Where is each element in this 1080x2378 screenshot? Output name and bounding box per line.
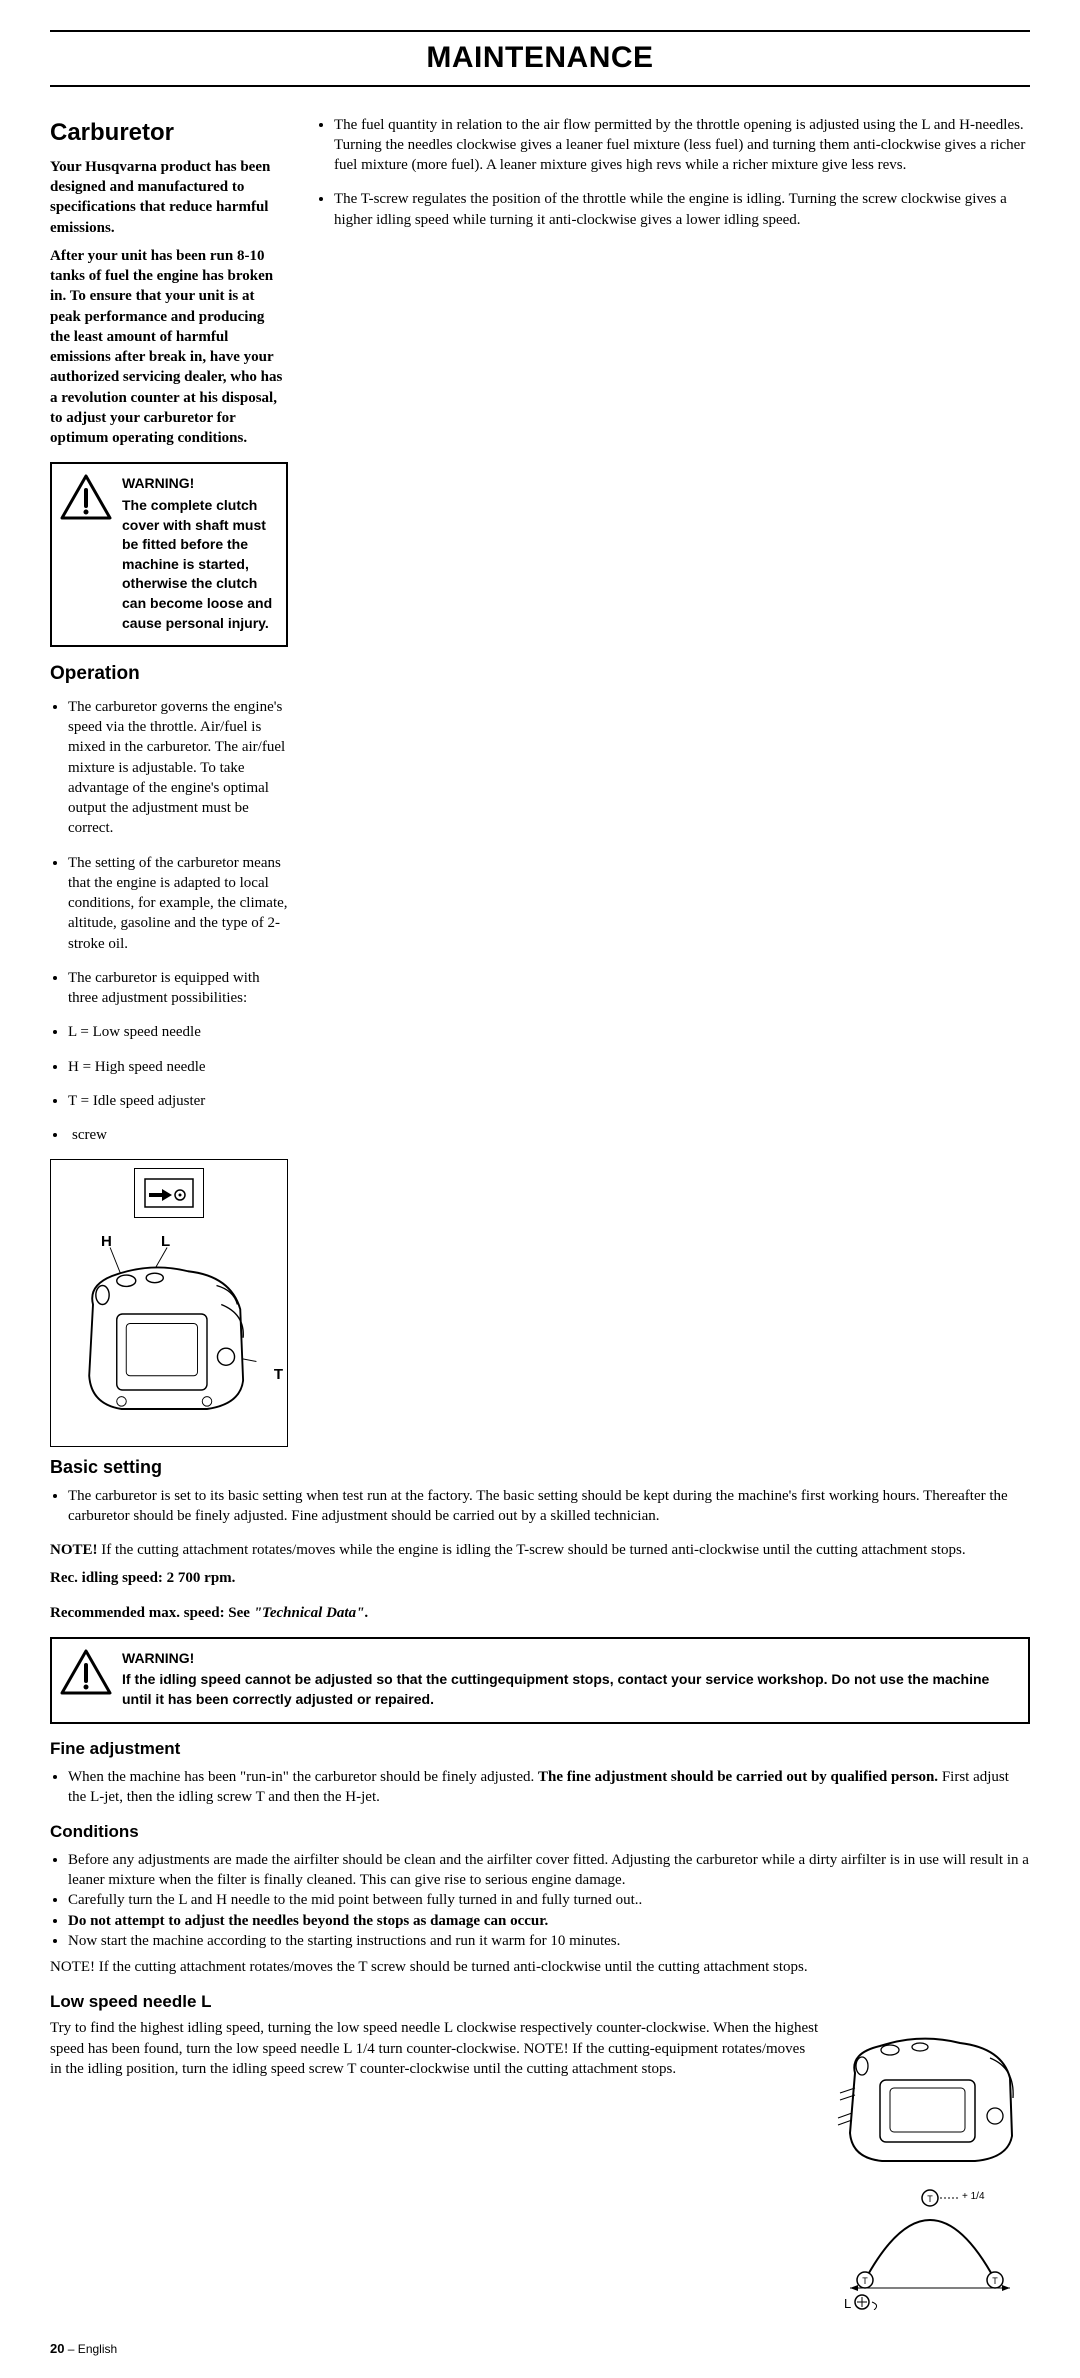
- op-bullet-1: The carburetor governs the engine's spee…: [68, 697, 288, 839]
- warning-box-2: WARNING! If the idling speed cannot be a…: [50, 1637, 1030, 1724]
- operation-heading: Operation: [50, 661, 288, 687]
- cond-b1: Before any adjustments are made the airf…: [68, 1850, 1030, 1891]
- decal-icon: [134, 1168, 204, 1218]
- cond-b2: Carefully turn the L and H needle to the…: [68, 1890, 1030, 1910]
- engine-diagram: H L T: [69, 1238, 269, 1438]
- warning-1-label: WARNING!: [122, 474, 274, 494]
- engine-diagram-small: [830, 2018, 1030, 2168]
- needle-H: H = High speed needle: [68, 1057, 288, 1077]
- low-speed-heading: Low speed needle L: [50, 1991, 1030, 2014]
- op-bullet-3-text: The carburetor is equipped with three ad…: [68, 970, 260, 1006]
- needle-T1: T = Idle speed adjuster: [68, 1091, 288, 1111]
- low-speed-diagrams: T T T + 1/4 L: [830, 2018, 1030, 2310]
- op-bullet-3: The carburetor is equipped with three ad…: [68, 968, 288, 1009]
- needle-L: L = Low speed needle: [68, 1022, 288, 1042]
- engine-label-L: L: [161, 1232, 170, 1252]
- fine-bullet: When the machine has been "run-in" the c…: [68, 1767, 1030, 1808]
- basic-setting-heading: Basic setting: [50, 1455, 1030, 1479]
- intro-p2: After your unit has been run 8-10 tanks …: [50, 246, 288, 449]
- warning-1-body: The complete clutch cover with shaft mus…: [122, 497, 272, 631]
- needle-turn-diagram: T T T + 1/4 L: [830, 2180, 1030, 2310]
- cond-b3: Do not attempt to adjust the needles bey…: [68, 1911, 1030, 1931]
- svg-text:T: T: [862, 2276, 868, 2286]
- warning-2-body: If the idling speed cannot be adjusted s…: [122, 1671, 989, 1707]
- note-prefix: NOTE!: [50, 1542, 101, 1558]
- rec-max-suffix: .: [364, 1605, 368, 1621]
- warning-triangle-icon: [60, 474, 112, 520]
- rec-max-italic: "Technical Data": [254, 1605, 365, 1621]
- quarter-label: + 1/4: [962, 2190, 985, 2204]
- conditions-heading: Conditions: [50, 1821, 1030, 1844]
- operation-block: The carburetor governs the engine's spee…: [50, 691, 288, 1160]
- svg-text:T: T: [927, 2194, 933, 2204]
- footer-lang: – English: [64, 2342, 117, 2356]
- conditions-bullets: Before any adjustments are made the airf…: [50, 1850, 1030, 1951]
- right-column: Basic setting The carburetor is set to i…: [50, 1455, 1030, 2310]
- note-line: NOTE! If the cutting attachment rotates/…: [50, 1540, 1030, 1560]
- note-text: If the cutting attachment rotates/moves …: [101, 1542, 965, 1558]
- cond-b4: Now start the machine according to the s…: [68, 1931, 1030, 1951]
- fine-bold: The fine adjustment should be carried ou…: [538, 1769, 938, 1785]
- fine-bullets: When the machine has been "run-in" the c…: [50, 1767, 1030, 1808]
- warning-box-1: WARNING! The complete clutch cover with …: [50, 462, 288, 647]
- intro-block: Your Husqvarna product has been designed…: [50, 157, 288, 449]
- warning-1-text: WARNING! The complete clutch cover with …: [122, 474, 274, 633]
- intro-p1: Your Husqvarna product has been designed…: [50, 157, 288, 238]
- basic-bullets: The carburetor is set to its basic setti…: [50, 1486, 1030, 1527]
- cond-b3-bold: Do not attempt to adjust the needles bey…: [68, 1913, 548, 1929]
- low-speed-para: Try to find the highest idling speed, tu…: [50, 2018, 820, 2079]
- warning-2-text: WARNING! If the idling speed cannot be a…: [122, 1649, 1016, 1710]
- cond-note: NOTE! If the cutting attachment rotates/…: [50, 1957, 1030, 1977]
- operation-diagram-box: H L T: [50, 1159, 288, 1447]
- op-bullet-5: The T-screw regulates the position of th…: [334, 189, 1030, 230]
- page-footer: 20 – English: [50, 2340, 1030, 2358]
- operation-bullets: The carburetor governs the engine's spee…: [50, 697, 288, 1146]
- fine-p1: When the machine has been "run-in" the c…: [68, 1769, 538, 1785]
- rec-max-prefix: Recommended max. speed: See: [50, 1605, 254, 1621]
- page-number: 20: [50, 2341, 64, 2356]
- op-bullet-4: The fuel quantity in relation to the air…: [334, 115, 1030, 176]
- needle-T2: screw: [68, 1125, 288, 1145]
- operation-text-left: The carburetor governs the engine's spee…: [50, 691, 288, 1160]
- low-speed-text: Try to find the highest idling speed, tu…: [50, 2018, 820, 2310]
- content-columns: Carburetor Your Husqvarna product has be…: [50, 109, 1030, 1448]
- rec-max-speed: Recommended max. speed: See "Technical D…: [50, 1603, 1030, 1623]
- low-speed-block: Try to find the highest idling speed, tu…: [50, 2018, 1030, 2310]
- basic-bullet-1: The carburetor is set to its basic setti…: [68, 1486, 1030, 1527]
- warning-2-label: WARNING!: [122, 1649, 1016, 1669]
- fine-adjustment-heading: Fine adjustment: [50, 1738, 1030, 1761]
- page-title: MAINTENANCE: [50, 30, 1030, 87]
- L-dial-label: L: [844, 2295, 851, 2313]
- carburetor-heading: Carburetor: [50, 117, 288, 149]
- engine-label-H: H: [101, 1232, 112, 1252]
- warning-triangle-icon: [60, 1649, 112, 1695]
- left-column: Carburetor Your Husqvarna product has be…: [50, 109, 288, 1448]
- engine-label-T: T: [274, 1365, 283, 1385]
- operation-bullets-lower: The fuel quantity in relation to the air…: [316, 115, 1030, 1442]
- svg-text:T: T: [992, 2276, 998, 2286]
- rec-idling: Rec. idling speed: 2 700 rpm.: [50, 1568, 1030, 1588]
- op-bullet-2: The setting of the carburetor means that…: [68, 853, 288, 954]
